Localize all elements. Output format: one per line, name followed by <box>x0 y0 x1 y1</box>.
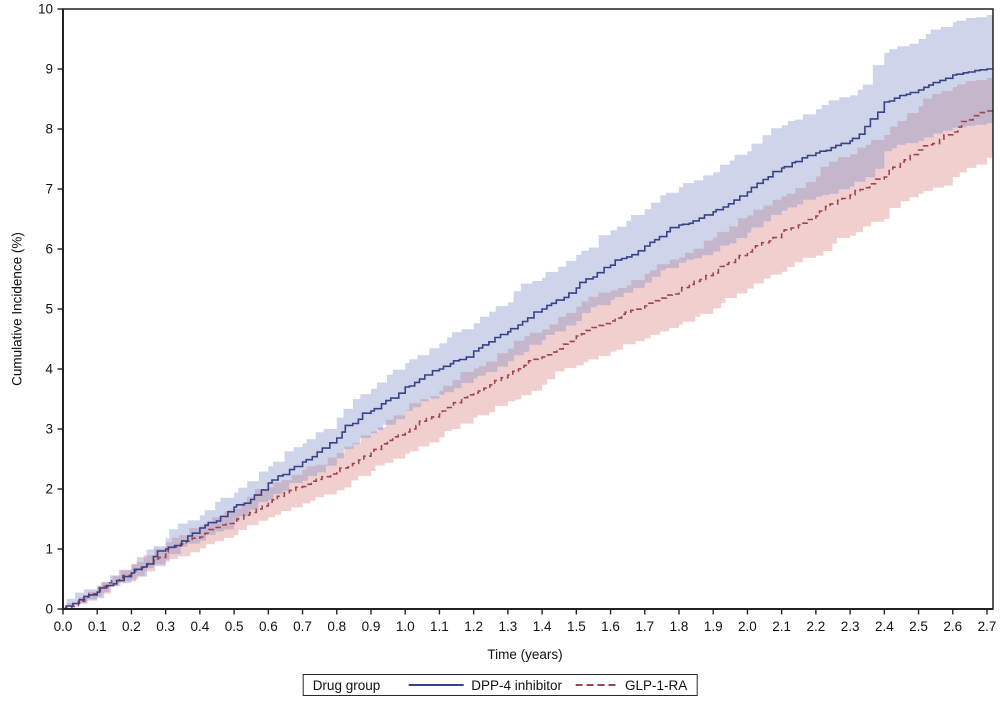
x-tick-label: 2.7 <box>978 619 997 634</box>
y-axis-label: Cumulative Incidence (%) <box>9 232 25 386</box>
x-axis-label: Time (years) <box>487 647 563 662</box>
dpp4-curve <box>63 68 993 610</box>
y-tick-label: 1 <box>45 542 53 557</box>
x-tick-label: 0.4 <box>190 619 209 634</box>
y-tick-label: 7 <box>45 182 53 197</box>
y-tick-label: 10 <box>38 2 53 17</box>
y-tick-label: 6 <box>45 242 53 257</box>
y-tick-label: 3 <box>45 422 53 437</box>
x-tick-label: 0.5 <box>225 619 244 634</box>
y-tick-label: 5 <box>45 302 53 317</box>
legend-item-dpp4: DPP-4 inhibitor <box>408 678 562 693</box>
x-tick-label: 2.3 <box>841 619 860 634</box>
x-tick-label: 1.2 <box>464 619 483 634</box>
y-tick-label: 2 <box>45 482 53 497</box>
legend: Drug group DPP-4 inhibitor GLP-1-RA <box>302 674 698 696</box>
x-tick-label: 2.0 <box>738 619 757 634</box>
x-tick-label: 1.8 <box>670 619 689 634</box>
glp1-dashed-line-swatch <box>576 684 618 686</box>
x-tick-label: 1.3 <box>498 619 517 634</box>
x-tick-label: 0.7 <box>293 619 312 634</box>
x-tick-label: 0.8 <box>327 619 346 634</box>
x-tick-label: 1.0 <box>396 619 415 634</box>
dpp4-ci-band <box>63 15 993 609</box>
y-tick-label: 4 <box>45 362 53 377</box>
legend-label-glp1: GLP-1-RA <box>625 677 688 693</box>
x-tick-label: 2.5 <box>909 619 928 634</box>
x-tick-label: 0.1 <box>88 619 107 634</box>
legend-item-glp1: GLP-1-RA <box>576 678 687 693</box>
legend-label-dpp4: DPP-4 inhibitor <box>471 677 563 693</box>
x-tick-label: 0.3 <box>156 619 175 634</box>
x-tick-label: 1.9 <box>704 619 723 634</box>
x-tick-label: 2.6 <box>943 619 962 634</box>
x-tick-label: 1.1 <box>430 619 449 634</box>
y-tick-label: 8 <box>45 122 53 137</box>
x-tick-label: 0.6 <box>259 619 278 634</box>
glp1-ci-band <box>63 78 993 609</box>
x-tick-label: 2.2 <box>806 619 825 634</box>
x-tick-label: 1.4 <box>533 619 552 634</box>
x-tick-label: 0.0 <box>54 619 73 634</box>
x-tick-label: 2.4 <box>875 619 894 634</box>
legend-title: Drug group <box>312 677 381 693</box>
y-tick-label: 0 <box>45 602 53 617</box>
dpp4-solid-line-swatch <box>408 684 464 686</box>
x-tick-label: 0.9 <box>362 619 381 634</box>
x-tick-label: 2.1 <box>772 619 791 634</box>
x-tick-label: 1.5 <box>567 619 586 634</box>
x-tick-label: 0.2 <box>122 619 141 634</box>
x-tick-label: 1.7 <box>635 619 654 634</box>
x-tick-label: 1.6 <box>601 619 620 634</box>
y-tick-label: 9 <box>45 62 53 77</box>
glp1-curve <box>63 110 993 610</box>
